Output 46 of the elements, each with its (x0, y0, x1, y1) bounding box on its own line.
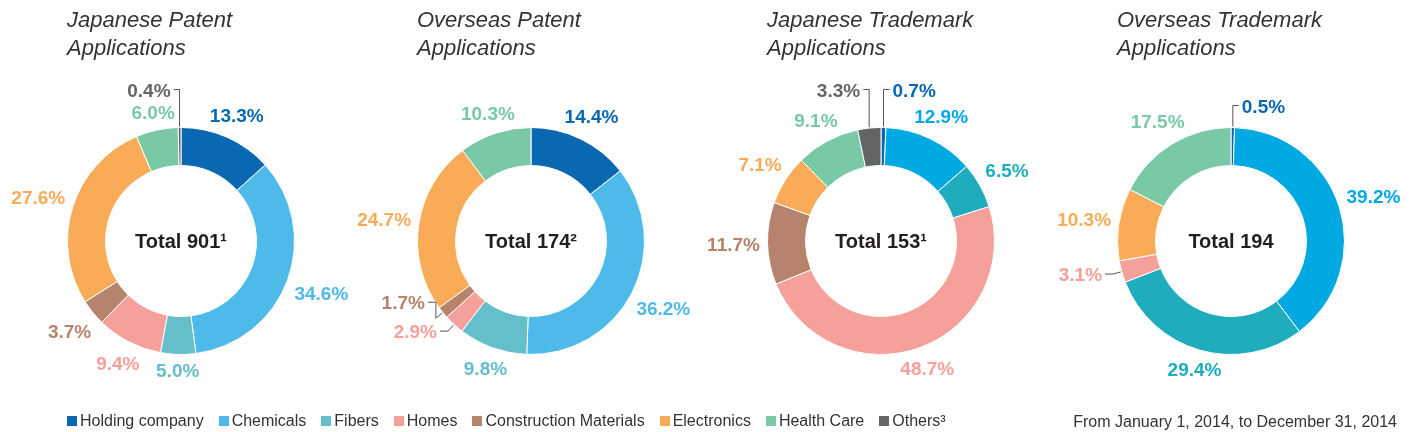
legend-label: Health Care (778, 412, 865, 430)
data-label: 12.9% (914, 106, 969, 128)
data-label: 39.2% (1346, 185, 1401, 207)
data-label: 34.6% (294, 282, 349, 304)
text: Total 901¹ (135, 229, 228, 252)
data-label: 0.5% (1241, 95, 1286, 117)
legend-label: Homes (406, 412, 458, 430)
legend-label: Construction Materials (485, 412, 645, 430)
data-label: 6.0% (131, 102, 175, 124)
data-label: 0.7% (892, 79, 936, 101)
text: Total 194 (1188, 229, 1275, 252)
data-label: 13.3% (209, 105, 264, 127)
chart-title: Japanese Trademark Applications (767, 6, 975, 62)
data-label: 1.7% (381, 292, 425, 314)
data-label: 2.9% (393, 321, 438, 343)
data-label: 9.4% (96, 353, 140, 375)
legend-label: Electronics (672, 412, 751, 430)
data-label: 9.8% (463, 357, 508, 379)
data-label: 3.3% (816, 79, 861, 101)
data-label: 36.2% (636, 298, 691, 320)
text: Total 153¹ (835, 229, 928, 252)
data-label: 24.7% (357, 209, 412, 231)
legend-label: Others³ (892, 412, 946, 430)
data-label: 7.1% (738, 153, 782, 175)
chart-title: Overseas Patent Applications (417, 6, 583, 62)
legend-label: Holding company (80, 412, 204, 430)
data-label: 0.4% (127, 79, 171, 101)
data-label: 6.5% (985, 160, 1029, 182)
data-label: 3.7% (47, 321, 92, 343)
data-label: 17.5% (1130, 111, 1185, 133)
data-label: 11.7% (707, 234, 761, 256)
data-label: 3.1% (1058, 264, 1103, 286)
text: Total 174² (485, 229, 578, 252)
legend-label: Chemicals (231, 412, 307, 430)
data-label: 10.3% (1057, 209, 1112, 231)
data-label: 10.3% (460, 102, 515, 124)
data-label: 27.6% (11, 186, 66, 208)
chart-title: Japanese Patent Applications (67, 6, 234, 62)
data-label: 9.1% (794, 109, 838, 131)
data-label: 14.4% (564, 106, 619, 128)
legend-label: Fibers (334, 412, 379, 430)
data-label: 29.4% (1167, 359, 1222, 381)
text: From January 1, 2014, to December 31, 2014 (1073, 413, 1397, 431)
data-label: 48.7% (900, 358, 955, 380)
chart-title: Overseas Trademark Applications (1117, 6, 1324, 62)
data-label: 5.0% (156, 360, 200, 382)
